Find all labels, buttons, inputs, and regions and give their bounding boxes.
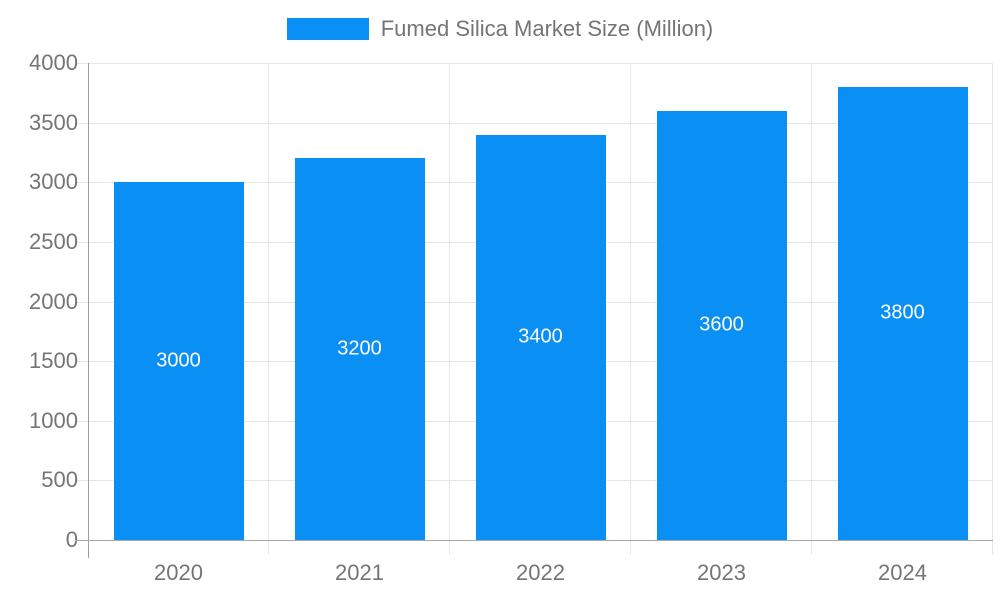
- bar-value-label: 3000: [156, 349, 201, 372]
- y-axis-label: 3500: [29, 109, 78, 135]
- gridline-h: [75, 122, 993, 124]
- y-axis-label: 3000: [29, 169, 78, 195]
- bar-value-label: 3200: [337, 337, 382, 360]
- x-axis-line: [75, 540, 993, 541]
- x-axis-label: 2024: [878, 560, 927, 585]
- gridline-v: [268, 63, 269, 555]
- gridline-v: [811, 63, 812, 555]
- legend-label: Fumed Silica Market Size (Million): [380, 16, 714, 41]
- x-axis-label: 2022: [516, 560, 565, 585]
- y-axis-label: 2000: [29, 288, 78, 314]
- y-axis-label: 4000: [29, 50, 78, 75]
- bar-value-label: 3800: [880, 301, 925, 324]
- bar: 3000: [113, 182, 244, 540]
- bar: 3800: [837, 86, 968, 540]
- gridline-v: [992, 63, 993, 555]
- bar: 3200: [294, 158, 425, 540]
- y-axis-label: 500: [41, 467, 78, 493]
- x-axis-label: 2023: [697, 560, 746, 585]
- y-axis-label: 0: [65, 527, 78, 552]
- bar-value-label: 3600: [699, 313, 744, 336]
- legend-swatch: [286, 18, 369, 40]
- y-axis-label: 1000: [29, 407, 78, 433]
- gridline-h: [75, 63, 993, 64]
- y-axis-label: 1500: [29, 348, 78, 374]
- bar-value-label: 3400: [518, 325, 563, 348]
- x-axis-label: 2020: [154, 560, 203, 585]
- y-axis-label: 2500: [29, 228, 78, 254]
- x-axis-label: 2021: [335, 560, 384, 585]
- gridline-v: [630, 63, 631, 555]
- bar: 3400: [475, 134, 606, 540]
- plot-area: 3000 3200 3400 3600 3800: [75, 63, 993, 555]
- y-axis-line: [88, 63, 89, 558]
- legend: Fumed Silica Market Size (Million): [0, 16, 1000, 42]
- gridline-v: [449, 63, 450, 555]
- bar: 3600: [656, 110, 787, 540]
